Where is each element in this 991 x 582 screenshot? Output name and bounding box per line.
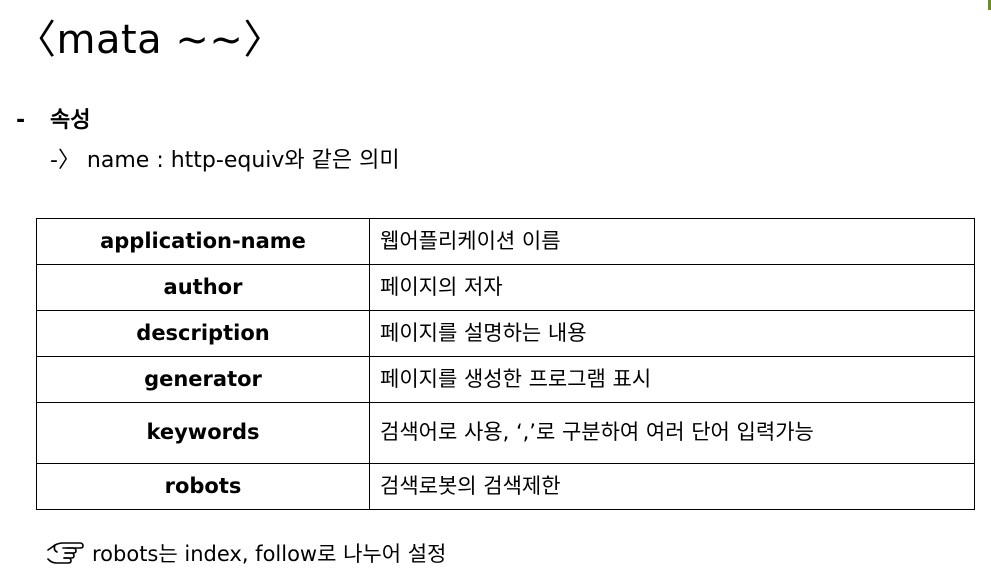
table-row: application-name 웹어플리케이션 이름: [36, 218, 975, 265]
pointing-hand-icon: [46, 538, 84, 568]
attribute-name-cell: robots: [36, 463, 370, 510]
section-bullet: -: [16, 108, 26, 133]
attribute-description-cell: 웹어플리케이션 이름: [369, 218, 975, 265]
table-row: author 페이지의 저자: [36, 264, 975, 311]
footnote: robots는 index, follow로 나누어 설정: [46, 536, 446, 570]
attribute-description-cell: 검색로봇의 검색제한: [369, 463, 975, 510]
page-title: 〈mata ~~〉: [16, 17, 284, 63]
table-row: robots 검색로봇의 검색제한: [36, 463, 975, 510]
attribute-description-cell: 페이지를 생성한 프로그램 표시: [369, 356, 975, 403]
attribute-name-cell: keywords: [36, 402, 370, 464]
attribute-name-cell: author: [36, 264, 370, 311]
attribute-name-cell: application-name: [36, 218, 370, 265]
corner-accent-mark: [988, 0, 991, 10]
attribute-description-cell: 검색어로 사용, ‘,’로 구분하여 여러 단어 입력가능: [369, 402, 975, 464]
section-note: -〉 name : http-equiv와 같은 의미: [50, 148, 400, 173]
table-row: description 페이지를 설명하는 내용: [36, 310, 975, 357]
attribute-description-cell: 페이지의 저자: [369, 264, 975, 311]
table-row: keywords 검색어로 사용, ‘,’로 구분하여 여러 단어 입력가능: [36, 402, 975, 464]
footnote-text: robots는 index, follow로 나누어 설정: [92, 542, 447, 566]
attribute-description-cell: 페이지를 설명하는 내용: [369, 310, 975, 357]
section-label: 속성: [50, 108, 91, 133]
table-row: generator 페이지를 생성한 프로그램 표시: [36, 356, 975, 403]
meta-attribute-table: application-name 웹어플리케이션 이름 author 페이지의 …: [36, 218, 975, 510]
attribute-name-cell: generator: [36, 356, 370, 403]
attribute-name-cell: description: [36, 310, 370, 357]
